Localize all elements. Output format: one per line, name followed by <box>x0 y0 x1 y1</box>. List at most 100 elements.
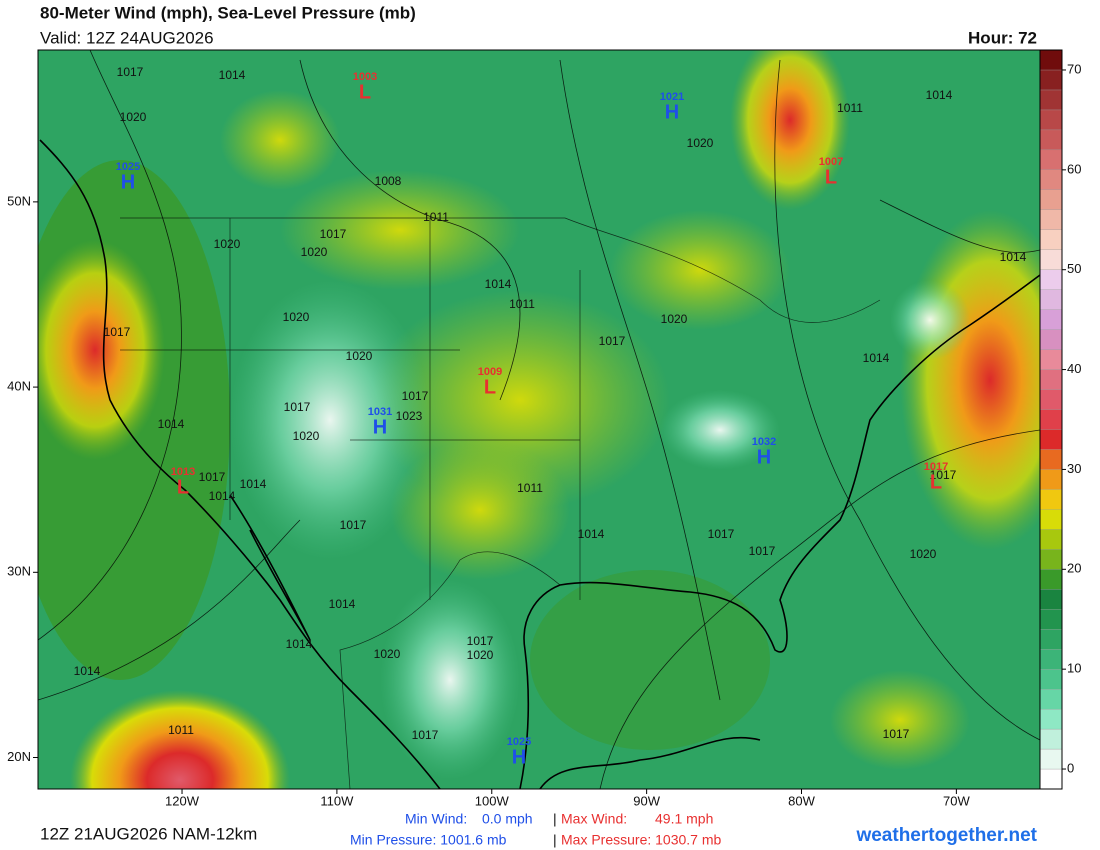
isobar-label: 1017 <box>883 727 910 741</box>
isobar-label: 1020 <box>120 110 147 124</box>
isobars <box>38 50 1040 789</box>
pressure-center-value: 1031 <box>368 406 392 418</box>
isobar-label: 1017 <box>412 728 439 742</box>
pressure-center-value: 1025 <box>116 161 140 173</box>
title: 80-Meter Wind (mph), Sea-Level Pressure … <box>40 3 416 22</box>
colorbar-band <box>1039 589 1063 610</box>
pressure-center-value: 1007 <box>819 156 843 168</box>
pressure-center-value: 1021 <box>660 91 684 103</box>
pressure-center-letter: H <box>121 171 135 193</box>
min-wind-label: Min Wind: <box>405 811 467 827</box>
isobar-label: 1017 <box>284 400 311 414</box>
pressure-center-letter: L <box>359 81 371 103</box>
colorbar-band <box>1039 728 1063 750</box>
lon-tick-label: 80W <box>788 793 815 808</box>
valid-time: Valid: 12Z 24AUG2026 <box>40 28 214 47</box>
isobar-label: 1017 <box>104 325 131 339</box>
colorbar-band <box>1039 49 1063 71</box>
isobar-label: 1017 <box>402 389 429 403</box>
pressure-center-letter: H <box>665 101 679 123</box>
pressure-center-letter: L <box>484 376 496 398</box>
isobar-label: 1020 <box>346 349 373 363</box>
colorbar-band <box>1039 169 1063 190</box>
separator: | <box>553 811 557 827</box>
lon-tick-label: 70W <box>943 793 970 808</box>
colorbar-tick-label: 70 <box>1067 61 1081 76</box>
max-wind-label: Max Wind: <box>561 811 627 827</box>
colorbar-band <box>1039 369 1063 390</box>
colorbar-band <box>1039 209 1063 230</box>
colorbar-band <box>1039 708 1063 730</box>
colorbar-band <box>1039 649 1063 670</box>
colorbar-tick-label: 50 <box>1067 261 1081 276</box>
isobar-label: 1017 <box>599 334 626 348</box>
isobar-label: 1014 <box>240 477 267 491</box>
pressure-center-value: 1032 <box>752 436 776 448</box>
lat-tick-label: 30N <box>7 564 31 579</box>
pressure-center-letter: H <box>757 446 771 468</box>
site-credit: weathertogether.net <box>855 825 1037 846</box>
map-field <box>38 50 1040 789</box>
colorbar-band <box>1039 549 1063 570</box>
pressure-center-value: 1017 <box>924 461 948 473</box>
lon-tick-label: 100W <box>475 793 510 808</box>
isobar-label: 1011 <box>509 297 535 311</box>
pressure-center-letter: L <box>177 476 189 498</box>
lon-tick-label: 90W <box>633 793 660 808</box>
colorbar-band <box>1039 329 1063 350</box>
isobar-label: 1017 <box>930 468 957 482</box>
colorbar-band <box>1039 69 1063 91</box>
lat-tick-label: 40N <box>7 379 31 394</box>
isobar-label: 1014 <box>158 417 185 431</box>
isobar-label: 1020 <box>661 312 688 326</box>
isobar-label: 1023 <box>396 409 423 423</box>
isobar-label: 1020 <box>467 648 494 662</box>
colorbar-band <box>1039 349 1063 370</box>
colorbar-band <box>1039 449 1063 470</box>
isobar-label: 1017 <box>749 544 776 558</box>
colorbar-band <box>1039 629 1063 650</box>
colorbar-band <box>1039 429 1063 450</box>
boundaries <box>120 217 881 789</box>
colorbar-band <box>1039 569 1063 590</box>
isobar-label: 1020 <box>910 547 937 561</box>
isobar-label: 1011 <box>517 481 543 495</box>
colorbar-band <box>1039 748 1063 770</box>
coastline <box>39 139 1040 789</box>
lon-tick-label: 110W <box>320 793 354 808</box>
colorbar-band <box>1039 529 1063 550</box>
isobar-label: 1017 <box>708 527 735 541</box>
separator: | <box>553 832 557 848</box>
colorbar-band <box>1039 309 1063 330</box>
min-wind: 0.0 mph <box>482 811 533 827</box>
isobar-label: 1014 <box>329 597 356 611</box>
colorbar-band <box>1039 109 1063 131</box>
colorbar-tick-label: 40 <box>1067 361 1081 376</box>
colorbar-band <box>1039 669 1063 690</box>
isobar-label: 1014 <box>1000 250 1027 264</box>
max-pressure: Max Pressure: 1030.7 mb <box>561 832 722 848</box>
pressure-center-value: 1013 <box>171 466 195 478</box>
colorbar-band <box>1039 509 1063 530</box>
max-wind: 49.1 mph <box>655 811 713 827</box>
colorbar-band <box>1039 89 1063 111</box>
colorbar-band <box>1039 249 1063 270</box>
colorbar-tick-label: 60 <box>1067 161 1081 176</box>
isobar-label: 1014 <box>209 489 236 503</box>
colorbar-band <box>1039 189 1063 210</box>
isobar-label: 1020 <box>283 310 310 324</box>
isobar-label: 1014 <box>578 527 605 541</box>
colorbar-band <box>1039 389 1063 410</box>
pressure-center-value: 1003 <box>353 71 377 83</box>
colorbar-tick-label: 10 <box>1067 661 1081 676</box>
colorbar-band <box>1039 229 1063 250</box>
colorbar-tick-label: 0 <box>1067 760 1074 775</box>
pressure-center-letter: H <box>373 416 387 438</box>
isobar-label: 1014 <box>926 88 953 102</box>
colorbar-band <box>1039 688 1063 710</box>
isobar-label: 1017 <box>117 65 144 79</box>
colorbar-band <box>1039 409 1063 430</box>
colorbar-frame <box>1039 49 1063 790</box>
pressure-center-value: 1025 <box>507 736 531 748</box>
